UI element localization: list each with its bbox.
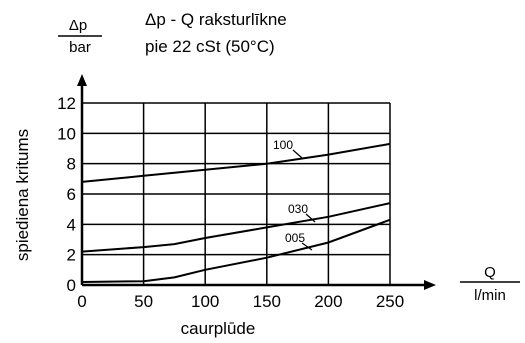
x-tick-label-50: 50 — [134, 292, 153, 311]
x-axis-arrow-icon — [424, 280, 436, 290]
y-tick-label-6: 6 — [67, 185, 76, 204]
x-tick-label-150: 150 — [253, 292, 281, 311]
x-axis-label: caurplūde — [181, 319, 256, 338]
y-axis-label: spiediena kritums — [13, 129, 32, 261]
x-tick-label-100: 100 — [191, 292, 219, 311]
curve-label-030: 030 — [288, 202, 308, 216]
curve-label-leader-005 — [301, 242, 313, 251]
series-line-005 — [81, 218, 391, 283]
x-unit-denominator: l/min — [474, 287, 506, 304]
curve-label-100: 100 — [273, 138, 293, 152]
y-tick-label-0: 0 — [67, 276, 76, 295]
y-axis-arrow-icon — [77, 74, 87, 86]
x-unit-numerator: Q — [484, 264, 496, 281]
y-tick-label-2: 2 — [67, 246, 76, 265]
y-tick-label-8: 8 — [67, 155, 76, 174]
curve-label-005: 005 — [285, 231, 305, 245]
series-line-100 — [81, 142, 391, 183]
curve-label-leader-100 — [292, 149, 303, 159]
x-tick-label-200: 200 — [314, 292, 342, 311]
grid — [82, 102, 391, 285]
y-unit-numerator: Δp — [69, 17, 87, 34]
series-line-030 — [81, 202, 391, 253]
chart-subtitle: pie 22 cSt (50°C) — [145, 37, 275, 56]
y-unit-denominator: bar — [69, 39, 91, 56]
axes — [77, 74, 436, 290]
x-tick-label-250: 250 — [376, 292, 404, 311]
x-tick-label-0: 0 — [77, 292, 86, 311]
curve-label-leader-030 — [305, 213, 316, 223]
tick-labels: 0 50 100 150 200 250 0 2 4 6 8 10 12 — [57, 94, 404, 311]
chart-title: Δp - Q raksturlīkne — [145, 10, 287, 29]
curve-labels: 100 030 005 — [273, 138, 316, 251]
y-tick-label-4: 4 — [67, 215, 76, 234]
curves — [81, 142, 391, 283]
y-tick-label-12: 12 — [57, 94, 76, 113]
y-tick-label-10: 10 — [57, 124, 76, 143]
